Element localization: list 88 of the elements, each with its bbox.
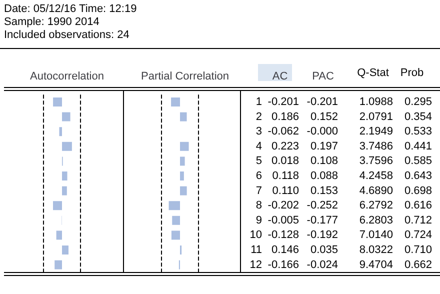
bar [56, 230, 62, 240]
text: 9.4704 [359, 258, 393, 271]
text: Q-Stat [357, 67, 389, 79]
data-label: -0.192 [306, 229, 338, 242]
y-tick-label: 9 [256, 214, 262, 226]
bar [180, 172, 184, 180]
y-tick-label: 6 [256, 170, 262, 182]
text: 0.354 [404, 110, 432, 123]
text: 0.724 [404, 229, 432, 242]
data-label: 0.035 [310, 244, 338, 256]
data-label: 0.088 [310, 170, 338, 182]
data-label: 0.223 [271, 140, 299, 152]
text: 3.7596 [359, 155, 393, 168]
y-tick-label: 11 [250, 244, 262, 256]
text: 6.2792 [359, 200, 393, 212]
data-label: -0.201 [306, 96, 338, 108]
text: Prob [400, 67, 424, 79]
text: 0.616 [404, 200, 432, 212]
text: 8.0322 [359, 244, 393, 256]
bar [180, 186, 187, 196]
bar [54, 260, 62, 270]
data-label: 0.110 [272, 184, 299, 197]
text: 0.710 [404, 244, 432, 256]
chart-title: Autocorrelation [30, 70, 104, 82]
bar [171, 98, 180, 106]
y-tick-label: 7 [256, 184, 262, 197]
chart-title: Partial Correlation [140, 70, 230, 82]
bar [62, 112, 70, 122]
data-label: -0.062 [268, 126, 299, 138]
data-label: -0.166 [268, 258, 299, 271]
text: 0.662 [404, 258, 432, 271]
text: Included observations: 24 [4, 29, 130, 42]
bar [180, 156, 185, 166]
data-label: -0.128 [268, 229, 299, 242]
data-label: -0.202 [268, 200, 299, 212]
text: 0.712 [404, 214, 432, 226]
y-tick-label: 4 [256, 140, 262, 152]
text: 2.0791 [359, 110, 393, 123]
data-label: 0.146 [271, 244, 299, 256]
text: Sample: 1990 2014 [4, 16, 100, 29]
text: 4.2458 [359, 170, 393, 182]
data-label: 0.197 [310, 140, 338, 152]
text: 0.295 [404, 96, 432, 108]
y-tick-label: 3 [256, 126, 262, 138]
data-label: -0.177 [306, 214, 338, 226]
text: 4.6890 [359, 184, 393, 197]
bar [62, 246, 69, 254]
data-label: -0.005 [268, 214, 299, 226]
bar [53, 98, 62, 106]
bar [62, 172, 68, 180]
text: 1.0988 [359, 96, 393, 108]
text: 6.2803 [359, 214, 393, 226]
y-tick-label: 8 [256, 200, 262, 212]
text: 0.533 [404, 126, 432, 138]
text: 2.1949 [359, 126, 393, 138]
text: AC [272, 70, 288, 82]
bar [53, 201, 62, 210]
bar [172, 216, 180, 225]
text: 7.0140 [359, 229, 393, 242]
data-label: 0.186 [271, 110, 299, 123]
bar [59, 127, 62, 136]
data-label: 0.152 [310, 110, 338, 123]
bar [180, 142, 189, 151]
text: PAC [312, 70, 334, 82]
text: 3.7486 [359, 140, 393, 152]
bar [171, 230, 180, 240]
text: 0.643 [404, 170, 432, 182]
data-label: -0.024 [306, 258, 338, 271]
y-tick-label: 2 [256, 110, 262, 123]
data-label: -0.201 [268, 96, 299, 108]
bar [62, 142, 72, 151]
data-label: -0.000 [306, 126, 338, 138]
y-tick-label: 10 [250, 229, 262, 242]
data-label: 0.118 [272, 170, 299, 182]
y-tick-label: 1 [256, 96, 262, 108]
bar [168, 201, 180, 210]
data-label: 0.153 [310, 184, 338, 197]
text: 0.585 [404, 155, 432, 168]
y-tick-label: 5 [256, 155, 262, 168]
y-tick-label: 12 [250, 258, 262, 271]
text: 0.698 [404, 184, 432, 197]
bar [62, 186, 67, 196]
text: 0.441 [404, 140, 432, 152]
bar [180, 112, 187, 122]
data-label: -0.252 [306, 200, 338, 212]
data-label: 0.018 [271, 155, 299, 168]
data-label: 0.108 [310, 155, 338, 168]
text: Date: 05/12/16 Time: 12:19 [4, 3, 137, 16]
